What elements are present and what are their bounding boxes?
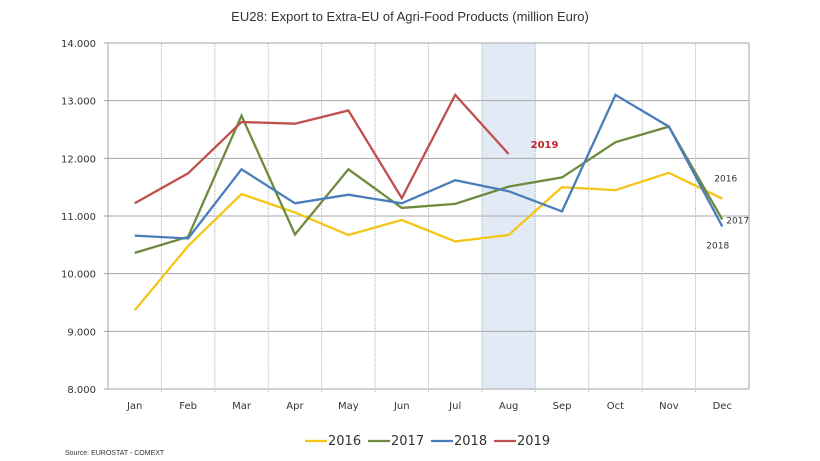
- y-axis-ticks: 8.000 9.000 10.000 11.000 12.000 13.000 14.000: [61, 39, 96, 396]
- annotation-2016: 2016: [714, 175, 737, 185]
- grid-layer: [104, 42, 750, 393]
- y-tick-label: 13.000: [61, 97, 96, 108]
- series-line-2017: [134, 112, 724, 255]
- x-tick-label: Feb: [179, 401, 197, 412]
- annotation-2019: 2019: [531, 140, 559, 151]
- y-tick-label: 10.000: [61, 270, 96, 281]
- annotation-layer: 2019 2016 2017 2018: [531, 140, 750, 251]
- annotation-2017: 2017: [726, 216, 749, 226]
- x-tick-label: May: [338, 401, 359, 412]
- x-tick-label: Jul: [448, 401, 461, 412]
- x-tick-label: Jun: [393, 401, 410, 412]
- x-tick-label: Sep: [553, 401, 572, 412]
- x-tick-label: Nov: [659, 401, 679, 412]
- chart-title: EU28: Export to Extra-EU of Agri-Food Pr…: [231, 9, 589, 24]
- annotation-2018: 2018: [706, 241, 729, 251]
- x-tick-label: Apr: [286, 401, 304, 412]
- x-tick-label: Aug: [499, 401, 519, 412]
- source-note: Source: EUROSTAT - COMEXT: [65, 450, 165, 457]
- series-line-2016: [133, 171, 723, 312]
- legend-label-2016: 2016: [328, 434, 361, 449]
- y-tick-label: 8.000: [67, 385, 96, 396]
- legend-label-2019: 2019: [517, 434, 550, 449]
- y-tick-label: 12.000: [61, 154, 96, 165]
- y-tick-label: 9.000: [67, 327, 96, 338]
- x-tick-label: Jan: [126, 401, 142, 412]
- series-layer: [133, 92, 724, 312]
- x-tick-label: Dec: [713, 401, 732, 412]
- series-line-2018: [134, 93, 724, 240]
- x-tick-label: Mar: [232, 401, 252, 412]
- y-tick-label: 14.000: [61, 39, 96, 50]
- legend-label-2018: 2018: [454, 434, 487, 449]
- legend-label-2017: 2017: [391, 434, 424, 449]
- x-axis-ticks: Jan Feb Mar Apr May Jun Jul Aug Sep Oct Nov Dec: [126, 401, 732, 412]
- legend: 2016 2017 2018 2019: [305, 434, 550, 449]
- series-line-2019: [134, 92, 510, 205]
- x-tick-label: Oct: [607, 401, 624, 412]
- y-tick-label: 11.000: [61, 212, 96, 223]
